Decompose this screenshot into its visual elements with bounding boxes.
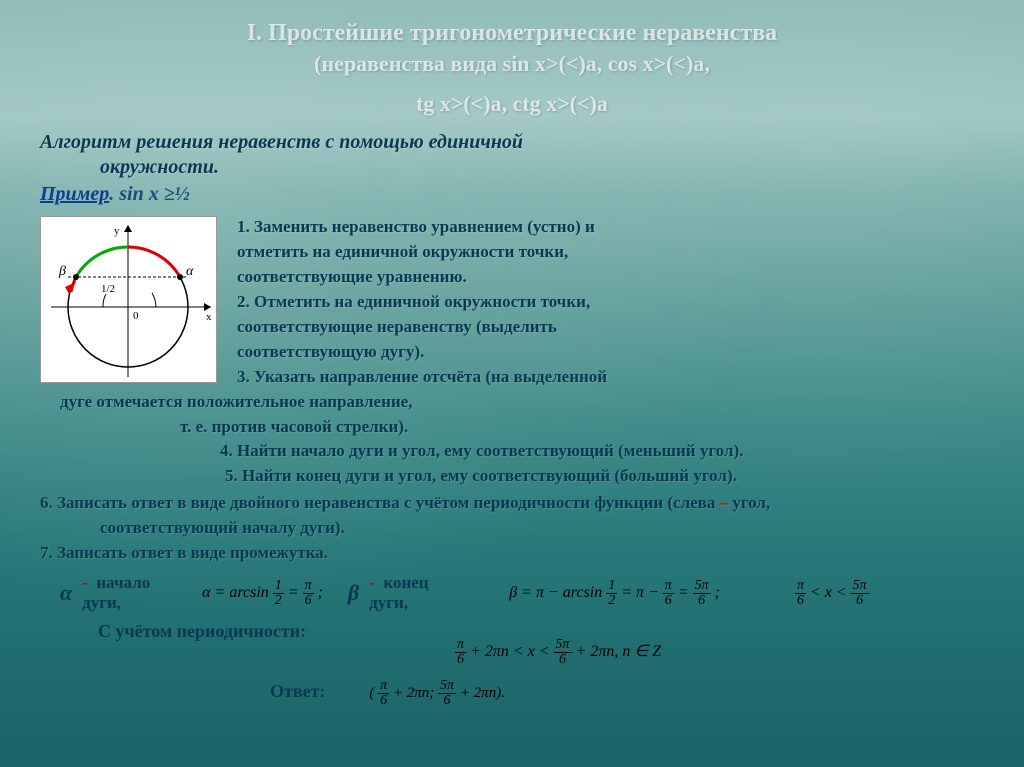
x-axis-arrow [204,303,211,311]
step-6: 6. Записать ответ в виде двойного нераве… [40,490,984,515]
point-alpha [177,274,183,280]
step-5: 5. Найти конец дуги и угол, ему соответс… [40,465,984,488]
periodicity-formula: π6 + 2πn < x < 5π6 + 2πn, n ∈ Z [40,638,984,667]
half-label: 1/2 [101,283,115,295]
step-6a2: угол, [732,493,770,512]
step-3c: т. е. против часовой стрелки). [40,416,984,439]
step-3b: дуге отмечается положительное направлени… [40,391,984,414]
beta-label: β [58,264,66,279]
step-6a: 6. Записать ответ в виде двойного нераве… [40,493,715,512]
step-7: 7. Записать ответ в виде промежутка. [40,542,984,565]
slide-content: I. Простейшие тригонометрические неравен… [0,0,1024,718]
alpha-formula: α = arcsin 12 = π6 ; [152,579,338,608]
dugi-text-1: дуги, [82,593,152,613]
alpha-eq-text: α = arcsin [202,584,269,601]
subtitle-1: (неравенства вида sin x>(<)а, cos x>(<)а… [40,51,984,77]
nachalo-text: начало [96,573,150,592]
answer-label: Ответ: [40,681,325,702]
step-4: 4. Найти начало дуги и угол, ему соответ… [40,440,984,463]
konets-block: - конец дуги, [369,573,439,613]
point-beta [73,274,79,280]
algorithm-heading-2: окружности. [40,156,984,179]
angle-beta-arc [103,294,106,307]
main-title: I. Простейшие тригонометрические неравен… [40,20,984,47]
unit-circle-diagram: x y 1/2 α β 0 [40,216,217,383]
algorithm-heading-1: Алгоритм решения неравенств с помощью ед… [40,131,984,154]
subtitle-2: tg x>(<)а, ctg x>(<)а [40,91,984,117]
beta-symbol: β [338,580,369,606]
y-axis-arrow [124,225,132,232]
nachalo-block: - начало дуги, [82,573,152,613]
angle-alpha-arc [152,293,156,307]
step-6b: соответствующий началу дуги). [40,517,984,540]
example-label: Пример [40,183,109,205]
alpha-symbol: α [40,580,82,606]
arc-red-right [128,247,180,277]
step-6-dash: – [715,493,732,512]
x-label: x [206,311,212,323]
dugi-text-2: дуги, [369,593,439,613]
example-inequality: . sin x ≥½ [109,183,189,205]
arc-green [76,247,128,277]
answer-formula: ( π6 + 2πn; 5π6 + 2πn). [329,679,505,708]
range-formula: π6 < x < 5π6 [735,579,884,608]
example-line: Пример. sin x ≥½ [40,183,984,206]
unit-circle-svg: x y 1/2 α β 0 [41,217,216,382]
formula-row-1: α - начало дуги, α = arcsin 12 = π6 ; β … [40,573,984,613]
alpha-label: α [186,264,194,279]
konets-text: конец [383,573,428,592]
y-label: y [114,225,120,237]
origin-label: 0 [133,310,139,322]
beta-formula: β = π − arcsin 12 = π − π6 = 5π6 ; [439,579,735,608]
answer-row: Ответ: ( π6 + 2πn; 5π6 + 2πn). [40,673,984,708]
